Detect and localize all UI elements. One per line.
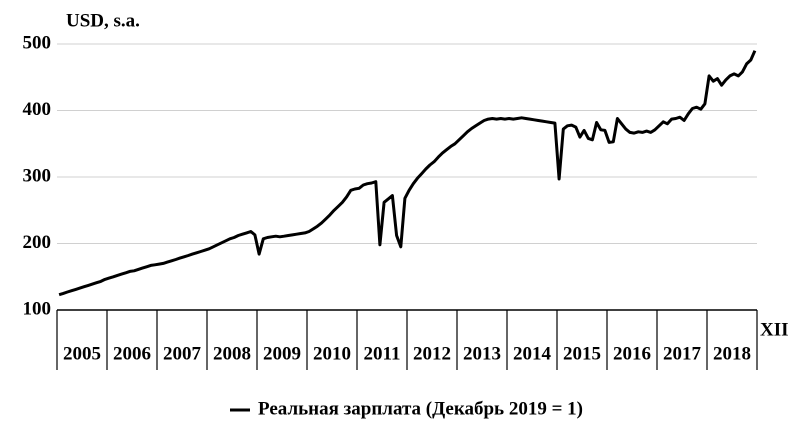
x-tick-label: 2011 xyxy=(364,343,401,364)
x-tick-label: 2009 xyxy=(263,343,301,364)
y-tick-label: 300 xyxy=(23,165,52,186)
x-tick-label: 2006 xyxy=(113,343,151,364)
y-tick-label: 400 xyxy=(23,99,52,120)
x-tick-label: 2007 xyxy=(163,343,202,364)
x-tick-label: 2018 xyxy=(713,343,751,364)
x-tick-label: 2005 xyxy=(63,343,101,364)
chart-title: USD, s.a. xyxy=(66,10,140,31)
y-tick-label: 500 xyxy=(23,32,52,53)
y-tick-label: 200 xyxy=(23,232,52,253)
x-tick-label: 2013 xyxy=(463,343,501,364)
x-tick-label: 2016 xyxy=(613,343,651,364)
x-tick-label: 2015 xyxy=(563,343,601,364)
x-end-label: XII xyxy=(760,319,789,340)
legend-label: Реальная зарплата (Декабрь 2019 = 1) xyxy=(258,398,583,419)
x-tick-label: 2012 xyxy=(413,343,451,364)
line-series xyxy=(58,50,757,297)
x-tick-label: 2008 xyxy=(213,343,251,364)
x-tick-label: 2017 xyxy=(663,343,702,364)
y-tick-label: 100 xyxy=(23,298,52,319)
x-tick-label: 2014 xyxy=(513,343,552,364)
x-tick-label: 2010 xyxy=(313,343,351,364)
